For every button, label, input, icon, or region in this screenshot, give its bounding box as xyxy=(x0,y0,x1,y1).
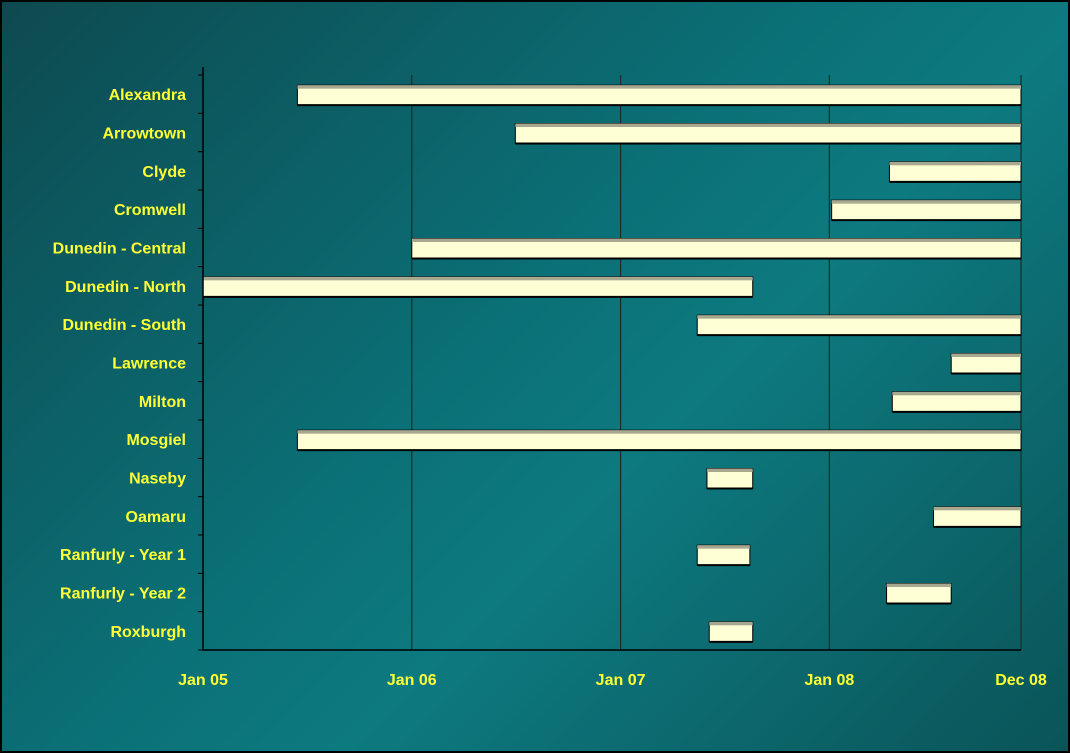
x-tick-label: Jan 06 xyxy=(387,672,437,689)
bar xyxy=(296,429,1022,452)
bar xyxy=(706,468,754,490)
bar xyxy=(296,84,1022,107)
bar xyxy=(514,123,1022,145)
category-label: Mosgiel xyxy=(126,432,186,449)
category-label: Roxburgh xyxy=(110,624,186,641)
x-tick-label: Dec 08 xyxy=(995,672,1047,689)
category-label: Alexandra xyxy=(109,87,186,104)
bar xyxy=(950,353,1022,375)
category-label: Oamaru xyxy=(126,509,186,526)
bar xyxy=(891,391,1022,413)
bar-top-edge xyxy=(297,430,1021,434)
bar xyxy=(932,506,1022,528)
bar xyxy=(886,583,952,605)
axes xyxy=(198,67,1021,651)
bar-top-edge xyxy=(886,583,952,587)
category-label: Ranfurly - Year 2 xyxy=(60,586,186,603)
bar-top-edge xyxy=(889,161,1021,166)
category-label: Naseby xyxy=(129,471,186,488)
bar-top-edge xyxy=(411,238,1021,242)
bar-top-edge xyxy=(697,545,750,549)
category-label: Lawrence xyxy=(112,356,186,373)
bar xyxy=(202,276,754,298)
category-label: Clyde xyxy=(142,164,186,181)
bar-top-edge xyxy=(892,391,1021,396)
labels: Jan 05 Jan 06 Jan 07 Jan 08 Dec 08 Alexandra A… xyxy=(53,87,1047,689)
bar-top-edge xyxy=(697,315,1021,319)
category-label: Cromwell xyxy=(114,202,186,219)
bar xyxy=(888,161,1022,183)
bar xyxy=(696,314,1022,337)
bar xyxy=(411,238,1022,260)
bar-top-edge xyxy=(951,353,1021,357)
category-label: Dunedin - Central xyxy=(53,241,186,258)
bar-top-edge xyxy=(297,85,1021,89)
x-tick-label: Jan 05 xyxy=(178,672,228,689)
category-label: Arrowtown xyxy=(102,126,186,143)
category-label: Ranfurly - Year 1 xyxy=(60,547,186,564)
bar xyxy=(831,199,1022,222)
bar-top-edge xyxy=(203,276,753,281)
bar-top-edge xyxy=(706,468,753,472)
x-tick-label: Jan 08 xyxy=(804,672,854,689)
category-label: Dunedin - South xyxy=(62,317,186,334)
x-tick-label: Jan 07 xyxy=(596,672,646,689)
bar-top-edge xyxy=(933,506,1021,511)
category-label: Milton xyxy=(139,394,186,411)
bar-top-edge xyxy=(709,621,753,626)
bar-top-edge xyxy=(831,200,1021,204)
bar-group xyxy=(202,84,1022,643)
bar xyxy=(708,621,754,643)
category-label: Dunedin - North xyxy=(65,279,186,296)
bar xyxy=(696,544,751,567)
bar-top-edge xyxy=(515,123,1021,127)
